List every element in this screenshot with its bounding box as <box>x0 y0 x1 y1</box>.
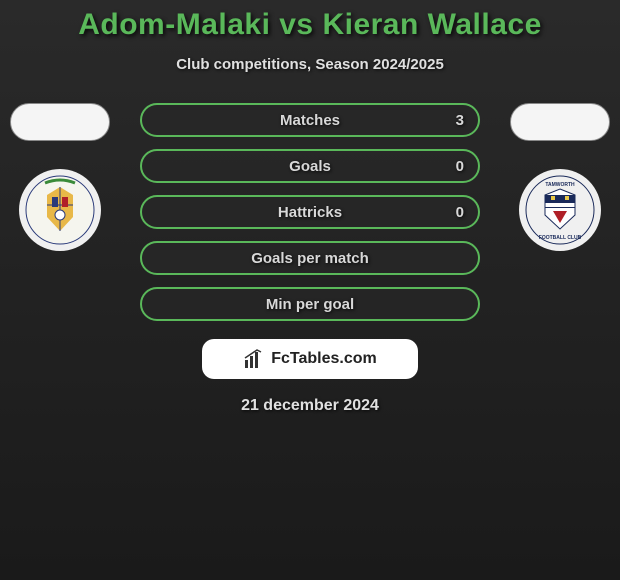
stat-label: Matches <box>280 112 340 129</box>
stat-row-hattricks: Hattricks 0 <box>140 195 480 229</box>
svg-text:FOOTBALL CLUB: FOOTBALL CLUB <box>539 235 582 241</box>
stat-label: Goals <box>289 158 331 175</box>
stat-label: Goals per match <box>251 250 369 267</box>
stat-row-matches: Matches 3 <box>140 103 480 137</box>
right-club-crest-icon: TAMWORTH FOOTBALL CLUB <box>519 169 601 251</box>
comparison-panel: Matches 3 Goals 0 Hattricks 0 Goals per … <box>0 103 620 321</box>
stat-label: Hattricks <box>278 204 342 221</box>
stat-right-value: 0 <box>456 204 464 221</box>
stats-list: Matches 3 Goals 0 Hattricks 0 Goals per … <box>140 103 480 321</box>
branding-badge[interactable]: FcTables.com <box>202 339 418 379</box>
left-player-column <box>10 103 110 251</box>
stat-row-goals: Goals 0 <box>140 149 480 183</box>
season-subtitle: Club competitions, Season 2024/2025 <box>0 56 620 73</box>
chart-icon <box>243 348 265 370</box>
stat-right-value: 3 <box>456 112 464 129</box>
stat-row-min-per-goal: Min per goal <box>140 287 480 321</box>
stat-label: Min per goal <box>266 296 354 313</box>
stat-row-goals-per-match: Goals per match <box>140 241 480 275</box>
stat-right-value: 0 <box>456 158 464 175</box>
page-title: Adom-Malaki vs Kieran Wallace <box>0 0 620 42</box>
left-club-crest-icon <box>19 169 101 251</box>
date-label: 21 december 2024 <box>0 397 620 415</box>
branding-text: FcTables.com <box>271 350 377 368</box>
svg-text:TAMWORTH: TAMWORTH <box>545 182 575 188</box>
left-player-photo <box>10 103 110 141</box>
right-player-column: TAMWORTH FOOTBALL CLUB <box>510 103 610 251</box>
right-player-photo <box>510 103 610 141</box>
